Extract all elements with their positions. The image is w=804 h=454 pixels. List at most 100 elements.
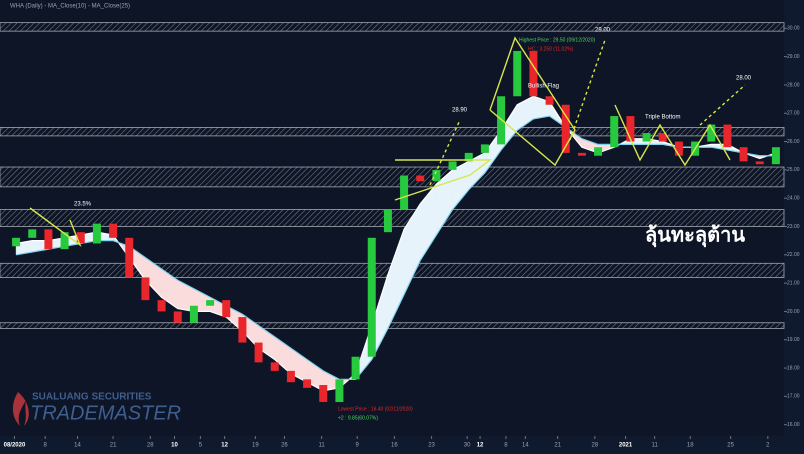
x-tick-label: 21: [110, 443, 117, 449]
candle: [173, 311, 182, 323]
y-tick-label: 21.00: [787, 280, 800, 286]
x-tick-label: 25: [727, 443, 734, 449]
candle: [497, 96, 506, 145]
x-tick-label: 30: [464, 443, 471, 449]
x-tick-label: 14: [522, 443, 529, 449]
candle: [189, 305, 198, 323]
candle: [286, 370, 295, 383]
trend-lines: [29, 36, 746, 248]
x-tick-label: 9: [356, 443, 360, 449]
y-tick-label: 16.00: [787, 422, 800, 428]
y-tick-label: 17.00: [787, 394, 800, 400]
candle: [367, 237, 376, 357]
trend-line: [489, 36, 576, 167]
brand-line: SUALUANG SECURITIES: [32, 392, 152, 403]
x-tick-label: 16: [391, 443, 398, 449]
annotation-label: Highest Price : 29.50 (09/12/2020): [519, 37, 595, 43]
candle: [432, 169, 441, 182]
x-tick-label: 2: [766, 443, 770, 449]
y-tick-label: 27.00: [787, 111, 800, 117]
candle: [545, 96, 554, 105]
x-tick-label: 11: [652, 443, 659, 449]
candle: [383, 209, 392, 233]
x-tick-label: 5: [199, 443, 203, 449]
trend-line: [699, 84, 746, 126]
y-tick-label: 25.00: [787, 167, 800, 173]
y-tick-label: 30.00: [787, 26, 800, 32]
candle: [351, 356, 360, 380]
candle: [707, 124, 716, 142]
candle: [674, 141, 683, 156]
resistance-zone: [0, 166, 785, 188]
x-tick-label: 19: [252, 443, 259, 449]
x-tick-label: 08/2020: [4, 443, 26, 449]
candle: [577, 152, 586, 156]
candle: [335, 379, 344, 403]
candle: [238, 317, 247, 343]
candle: [513, 50, 522, 97]
candle: [12, 237, 21, 247]
annotation-label: 28.90: [452, 108, 468, 114]
candle: [125, 237, 134, 278]
candle: [44, 229, 53, 250]
annotation-label: Triple Bottom: [645, 115, 680, 121]
candle: [141, 277, 150, 301]
annotation-label: 29.00: [595, 28, 611, 34]
candle: [448, 161, 457, 170]
brand-logo: [12, 392, 29, 426]
resistance-zone: [0, 322, 785, 329]
y-axis-panel: [784, 0, 804, 454]
x-tick-label: 21: [554, 443, 561, 449]
annotation: ลุ้นทะลุต้าน: [645, 223, 745, 247]
trend-line: [394, 159, 493, 201]
candle: [270, 362, 279, 371]
candle: [771, 147, 780, 165]
candle: [400, 175, 409, 210]
brand-name: TRADEMASTER: [30, 402, 181, 424]
x-tick-label: 23: [428, 443, 435, 449]
annotation-label: HC : 3.250 (11.02%): [528, 46, 574, 52]
candle: [464, 152, 473, 162]
candle: [206, 300, 215, 306]
candle: [529, 50, 538, 97]
candle: [626, 116, 635, 142]
candle: [303, 379, 312, 388]
y-tick-label: 20.00: [787, 309, 800, 315]
y-tick-label: 26.00: [787, 139, 800, 145]
y-tick-label: 22.00: [787, 252, 800, 258]
candle: [561, 104, 570, 153]
annotation-label: Lowest Price : 16.40 (02/11/2020): [338, 406, 413, 412]
y-tick-label: 29.00: [787, 54, 800, 60]
y-tick-label: 23.00: [787, 224, 800, 230]
candle: [642, 133, 651, 142]
candle: [28, 229, 37, 238]
annotation-label: 28.00: [736, 76, 752, 82]
chart-title: WHA (Daily) - MA_Close(10) - MA_Close(25…: [10, 4, 130, 10]
x-tick-label: 11: [319, 443, 326, 449]
annotation-label: Bullish Flag: [528, 84, 559, 90]
candle: [480, 144, 489, 153]
x-tick-label: 8: [44, 443, 48, 449]
candle: [416, 175, 425, 182]
y-tick-label: 28.00: [787, 82, 800, 88]
x-tick-label: 28: [592, 443, 599, 449]
candle: [594, 147, 603, 156]
x-tick-label: 12: [477, 443, 484, 449]
candle: [755, 161, 764, 165]
trend-line: [29, 207, 82, 248]
candle: [157, 300, 166, 312]
candle: [610, 116, 619, 148]
candle: [739, 147, 748, 162]
candle: [319, 385, 328, 403]
x-tick-label: 28: [147, 443, 154, 449]
candle: [254, 342, 263, 363]
trend-line: [614, 104, 731, 167]
x-axis-panel: [0, 436, 804, 454]
x-tick-label: 10: [171, 443, 178, 449]
candle: [109, 223, 118, 238]
annotation-label: +2 : 9.85(60.07%): [338, 415, 378, 421]
x-tick-label: 8: [504, 443, 508, 449]
